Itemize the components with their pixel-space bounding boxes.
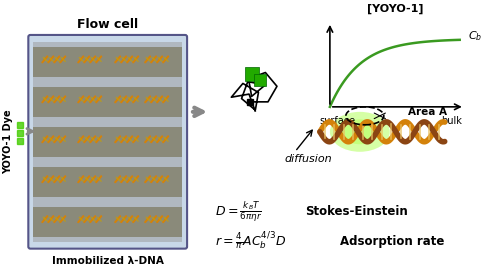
Bar (34, 167, 182, 197)
Bar (34, 162, 182, 167)
Text: Stokes-Einstein: Stokes-Einstein (305, 205, 408, 218)
Ellipse shape (342, 119, 378, 144)
Text: [YOYO-1]: [YOYO-1] (366, 4, 423, 14)
Bar (34, 197, 182, 202)
Text: surface: surface (320, 116, 356, 126)
Bar (34, 117, 182, 122)
Ellipse shape (330, 112, 390, 152)
Bar (34, 202, 182, 207)
Bar (34, 127, 182, 157)
Bar (34, 237, 182, 242)
FancyBboxPatch shape (28, 35, 187, 249)
Bar (34, 157, 182, 162)
Text: Adsorption rate: Adsorption rate (340, 235, 444, 248)
Bar (34, 82, 182, 87)
Text: YOYO-1 Dye: YOYO-1 Dye (4, 109, 14, 174)
Bar (34, 87, 182, 117)
Text: $D = \frac{k_B T}{6\pi\eta r}$: $D = \frac{k_B T}{6\pi\eta r}$ (215, 199, 262, 224)
Bar (34, 77, 182, 82)
Bar (34, 47, 182, 77)
Bar (34, 207, 182, 237)
Text: $C_b$: $C_b$ (468, 29, 482, 43)
Bar (34, 42, 182, 47)
Text: Immobilized λ-DNA: Immobilized λ-DNA (52, 256, 164, 266)
Text: diffusion: diffusion (285, 154, 333, 164)
Text: Area A: Area A (408, 107, 447, 117)
Bar (34, 122, 182, 127)
Text: bulk: bulk (442, 116, 462, 126)
Text: Flow cell: Flow cell (77, 18, 138, 32)
Text: $r = \frac{4}{\pi} A C_b^{4/3} D$: $r = \frac{4}{\pi} A C_b^{4/3} D$ (215, 231, 286, 253)
